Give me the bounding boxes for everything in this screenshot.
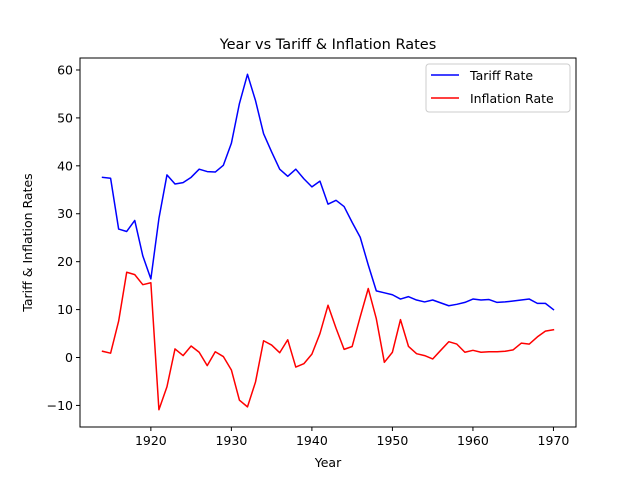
x-tick-label: 1960	[457, 433, 489, 448]
x-tick-label: 1950	[377, 433, 409, 448]
x-axis-label: Year	[314, 455, 342, 470]
x-tick-label: 1930	[215, 433, 247, 448]
legend-label-inflation-rate: Inflation Rate	[470, 91, 554, 106]
y-tick-label: −10	[47, 398, 73, 413]
legend-box	[425, 63, 571, 113]
y-tick-label: 20	[57, 254, 73, 269]
y-axis: −10 0 10 20 30 40 50 60	[47, 62, 80, 413]
x-tick-label: 1920	[135, 433, 167, 448]
x-tick-label: 1970	[538, 433, 570, 448]
plot-frame	[79, 57, 577, 428]
series-line-tariff-rate	[101, 73, 555, 311]
y-tick-label: 60	[57, 62, 73, 77]
y-axis-label: Tariff & Inflation Rates	[20, 173, 35, 312]
y-tick-label: 40	[57, 158, 73, 173]
y-tick-label: 10	[57, 302, 73, 317]
x-tick-label: 1940	[296, 433, 328, 448]
y-tick-label: 30	[57, 206, 73, 221]
series-layer	[101, 73, 555, 411]
legend-label-tariff-rate: Tariff Rate	[469, 68, 533, 83]
y-tick-label: 50	[57, 110, 73, 125]
y-tick-label: 0	[65, 350, 73, 365]
x-axis: 1920 1930 1940 1950 1960 1970	[135, 427, 569, 448]
series-line-inflation-rate	[101, 271, 555, 411]
chart-title: Year vs Tariff & Inflation Rates	[219, 37, 437, 53]
legend: Tariff Rate Inflation Rate	[425, 63, 571, 113]
